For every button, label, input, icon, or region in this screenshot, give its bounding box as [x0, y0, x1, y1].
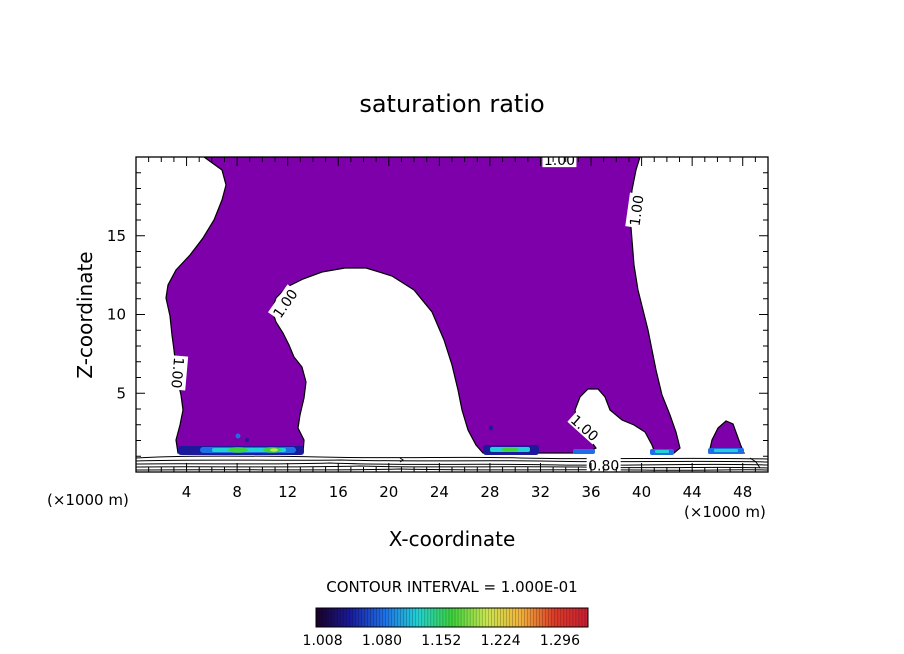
x-unit-left: (×1000 m): [47, 491, 129, 509]
x-tick-label: 8: [232, 483, 242, 501]
contour-label-text: 0.80: [588, 459, 619, 475]
x-axis: 4 8 12 16 20 24 28 32 36 40 44 48: [148, 157, 756, 501]
plot-area: 1.001.001.001.001.000.80: [136, 153, 768, 475]
contour-label-bg: [567, 409, 604, 445]
colorbar-frame: [315, 607, 589, 628]
x-tick-label: 40: [632, 483, 651, 501]
contour-label-text: 1.00: [544, 153, 575, 169]
x-unit-right: (×1000 m): [684, 503, 766, 521]
contour-label: 1.00: [167, 355, 189, 391]
x-tick-label: 4: [182, 483, 192, 501]
x-tick-label: 36: [581, 483, 600, 501]
supersaturated-region: [165, 157, 681, 454]
x-tick-label: 44: [683, 483, 702, 501]
y-tick-label: 15: [107, 227, 126, 245]
colorbar: 1.008 1.080 1.152 1.224 1.296: [303, 607, 589, 649]
x-axis-label: X-coordinate: [389, 527, 516, 551]
contour-label-bg: [586, 456, 621, 472]
contour-label: 1.00: [542, 153, 577, 169]
y-tick-label: 5: [116, 384, 126, 402]
contour-label: 1.00: [625, 192, 648, 229]
y-axis-label: Z-coordinate: [73, 251, 97, 378]
y-tick-label: 10: [107, 306, 126, 324]
contour-label: 0.80: [586, 456, 621, 475]
contour-label-bg: [625, 192, 646, 229]
x-tick-label: 20: [379, 483, 398, 501]
x-tick-label: 12: [278, 483, 297, 501]
colorbar-tick-label: 1.224: [481, 633, 521, 649]
colorbar-labels: 1.008 1.080 1.152 1.224 1.296: [303, 633, 581, 649]
colorbar-tick-label: 1.152: [421, 633, 461, 649]
colorbar-tick-label: 1.296: [540, 633, 580, 649]
colorbar-stripes: [318, 608, 586, 627]
contour-label-text: 1.00: [167, 356, 186, 388]
y-axis: 5 10 15: [107, 172, 768, 457]
contour-label-bg: [542, 157, 577, 168]
surface-contour-lines: [136, 455, 768, 471]
x-tick-label: 28: [480, 483, 499, 501]
contour-label-bg: [169, 355, 189, 391]
x-tick-label: 24: [430, 483, 449, 501]
x-tick-label: 32: [531, 483, 550, 501]
x-tick-label: 48: [733, 483, 752, 501]
x-tick-label: 16: [329, 483, 348, 501]
contour-label-text: 1.00: [627, 194, 647, 227]
contour-label-bg: [268, 284, 301, 322]
colorbar-tick-label: 1.080: [362, 633, 402, 649]
colorbar-tick-label: 1.008: [303, 633, 343, 649]
high-saturation-patches: [178, 425, 744, 455]
colorbar-fill: [316, 608, 588, 627]
contour-interval-text: CONTOUR INTERVAL = 1.000E-01: [326, 578, 577, 596]
chart-title: saturation ratio: [359, 90, 544, 118]
